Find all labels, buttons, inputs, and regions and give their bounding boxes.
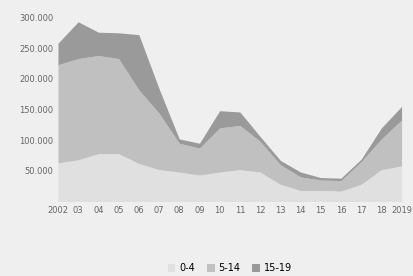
Legend: 0-4, 5-14, 15-19: 0-4, 5-14, 15-19	[164, 261, 294, 276]
